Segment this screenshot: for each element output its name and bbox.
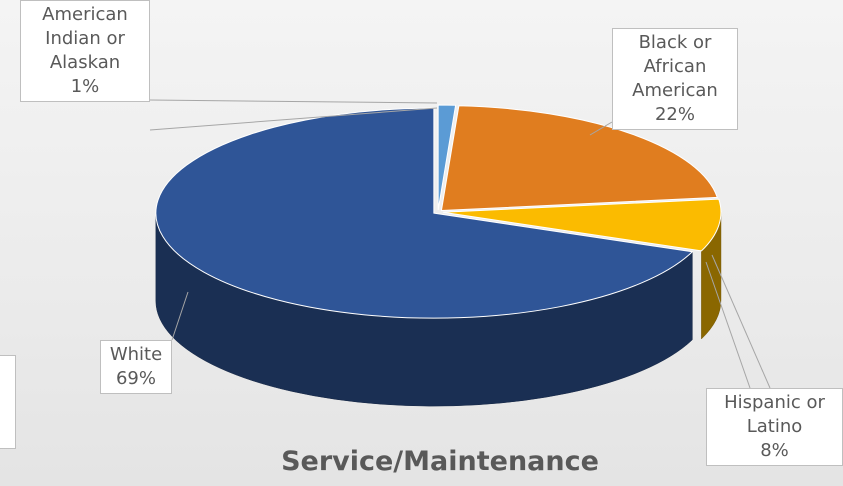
leader-line <box>711 254 771 389</box>
category-name: American Indian or Alaskan <box>42 4 128 73</box>
chart-title: Service/Maintenance <box>281 446 599 477</box>
value-label: 8% <box>760 440 789 461</box>
category-name: Black or African American <box>632 32 718 101</box>
leader-line <box>705 261 751 389</box>
slice <box>440 105 718 212</box>
category-name: White <box>109 344 163 365</box>
leader-line <box>589 121 613 136</box>
leader-line <box>149 107 438 131</box>
value-label: 69% <box>115 368 156 389</box>
slice <box>437 104 457 211</box>
data-label: Black or African American 22% <box>612 28 738 130</box>
slice <box>442 198 722 252</box>
slice <box>155 107 694 319</box>
value-label: 22% <box>654 104 695 125</box>
data-label: Hispanic or Latino 8% <box>706 388 843 466</box>
leader-line <box>149 99 438 104</box>
leader-line <box>171 291 189 341</box>
data-label: American Indian or Alaskan 1% <box>20 0 150 102</box>
value-label: 1% <box>70 76 100 97</box>
category-name: Hispanic or Latino <box>724 392 825 437</box>
cropped-label-box <box>0 355 16 449</box>
data-label: White 69% <box>100 340 172 394</box>
